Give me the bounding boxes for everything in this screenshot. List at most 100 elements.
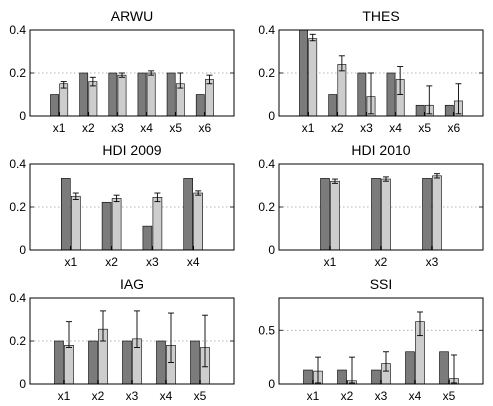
x-tick-label: x2	[341, 389, 354, 403]
bar-series-b	[71, 195, 81, 251]
bar-series-a	[303, 369, 313, 385]
bar-series-a	[320, 178, 330, 251]
x-tick-label: x6	[199, 121, 212, 135]
bar-series-a	[371, 369, 381, 385]
x-tick-label: x2	[375, 255, 388, 269]
x-tick-label: x1	[302, 121, 315, 135]
panel-5: SSI 0 0.5 x1 x2 x3 x4 x5	[258, 276, 484, 403]
bar-series-b	[117, 74, 127, 117]
x-tick-label: x3	[146, 255, 159, 269]
bar-series-a	[137, 72, 147, 117]
x-tick-label: x4	[389, 121, 402, 135]
x-tick-label: x3	[375, 389, 388, 403]
y-tick-label: 0.2	[258, 200, 275, 214]
bar-series-b	[152, 197, 163, 251]
bar-series-b	[205, 79, 214, 117]
panel-0: ARWU 0 0.2 0.4 x1 x2 x3 x4 x5 x6	[9, 8, 235, 135]
bar-series-b	[432, 175, 442, 251]
axes-frame	[278, 297, 484, 385]
bar-series-a	[60, 178, 71, 251]
bar-series-a	[195, 94, 205, 117]
x-tick-label: x2	[331, 121, 344, 135]
panel-title: ARWU	[111, 8, 154, 24]
axes-frame	[29, 297, 235, 385]
panel-2: HDI 2009 0 0.2 0.4 x1 x2 x3 x4	[9, 142, 235, 269]
bar-series-a	[108, 72, 118, 117]
axes-frame	[29, 163, 235, 251]
y-tick-label: 0.4	[9, 157, 26, 171]
bar-series-b	[337, 64, 347, 117]
bar-series-a	[405, 351, 415, 385]
y-tick-label: 0	[268, 243, 275, 257]
x-tick-label: x3	[111, 121, 124, 135]
x-tick-label: x5	[169, 121, 182, 135]
x-tick-label: x6	[448, 121, 461, 135]
x-tick-label: x3	[360, 121, 373, 135]
x-tick-label: x2	[82, 121, 95, 135]
bar-series-b	[308, 38, 318, 117]
bar-series-b	[193, 192, 203, 251]
bar-series-a	[415, 104, 425, 117]
y-tick-label: 0	[268, 109, 275, 123]
y-tick-label: 0	[19, 377, 26, 391]
bar-series-b	[59, 83, 69, 117]
y-tick-label: 0.2	[9, 200, 26, 214]
y-tick-label: 0	[19, 109, 26, 123]
bar-series-a	[142, 225, 153, 251]
bar-series-b	[381, 178, 391, 251]
bar-series-a	[79, 72, 89, 117]
bar-series-a	[156, 340, 166, 385]
bar-series-a	[337, 369, 347, 385]
bar-series-a	[50, 94, 59, 117]
x-tick-label: x4	[409, 389, 422, 403]
y-tick-label: 0.4	[258, 23, 275, 37]
bar-series-a	[88, 340, 98, 385]
bar-series-b	[175, 83, 185, 117]
bar-series-a	[386, 72, 396, 117]
bar-series-b	[64, 344, 74, 385]
axes-frame	[278, 163, 484, 251]
x-tick-label: x2	[105, 255, 118, 269]
y-tick-label: 0	[268, 377, 275, 391]
y-tick-label: 0	[19, 243, 26, 257]
x-tick-label: x4	[187, 255, 200, 269]
x-tick-label: x5	[418, 121, 431, 135]
y-tick-label: 0.4	[258, 157, 275, 171]
x-tick-label: x1	[58, 389, 71, 403]
panel-3: HDI 2010 0 0.2 0.4 x1 x2 x3	[258, 142, 484, 269]
axes-frame	[278, 29, 484, 117]
panel-title: IAG	[120, 276, 144, 292]
x-tick-label: x4	[160, 389, 173, 403]
y-tick-label: 0.2	[9, 334, 26, 348]
bar-series-b	[330, 180, 340, 251]
bar-series-a	[183, 178, 193, 251]
bar-series-a	[299, 29, 308, 117]
y-tick-label: 0.5	[258, 323, 275, 337]
bar-series-a	[101, 201, 112, 251]
y-tick-label: 0.2	[258, 66, 275, 80]
bar-series-a	[371, 178, 381, 251]
panel-1: THES 0 0.2 0.4 x1 x2 x3 x4 x5 x6	[258, 8, 484, 135]
bar-series-a	[422, 178, 432, 251]
bar-series-b	[111, 198, 122, 251]
panel-title: HDI 2009	[102, 142, 161, 158]
bar-series-a	[190, 340, 200, 385]
bar-series-a	[328, 94, 338, 117]
panel-title: HDI 2010	[351, 142, 410, 158]
bar-series-a	[166, 72, 176, 117]
x-tick-label: x3	[126, 389, 139, 403]
axes-frame	[29, 29, 235, 117]
x-tick-label: x5	[443, 389, 456, 403]
bar-series-a	[54, 340, 64, 385]
bar-series-b	[88, 81, 98, 117]
panel-title: THES	[362, 8, 399, 24]
x-tick-label: x5	[194, 389, 207, 403]
x-tick-label: x1	[53, 121, 66, 135]
bar-series-a	[444, 104, 454, 117]
panel-4: IAG 0 0.2 0.4 x1 x2 x3 x4 x5	[9, 276, 235, 403]
bar-series-a	[439, 351, 449, 385]
panel-title: SSI	[370, 276, 393, 292]
bar-series-b	[146, 72, 156, 117]
x-tick-label: x1	[64, 255, 77, 269]
